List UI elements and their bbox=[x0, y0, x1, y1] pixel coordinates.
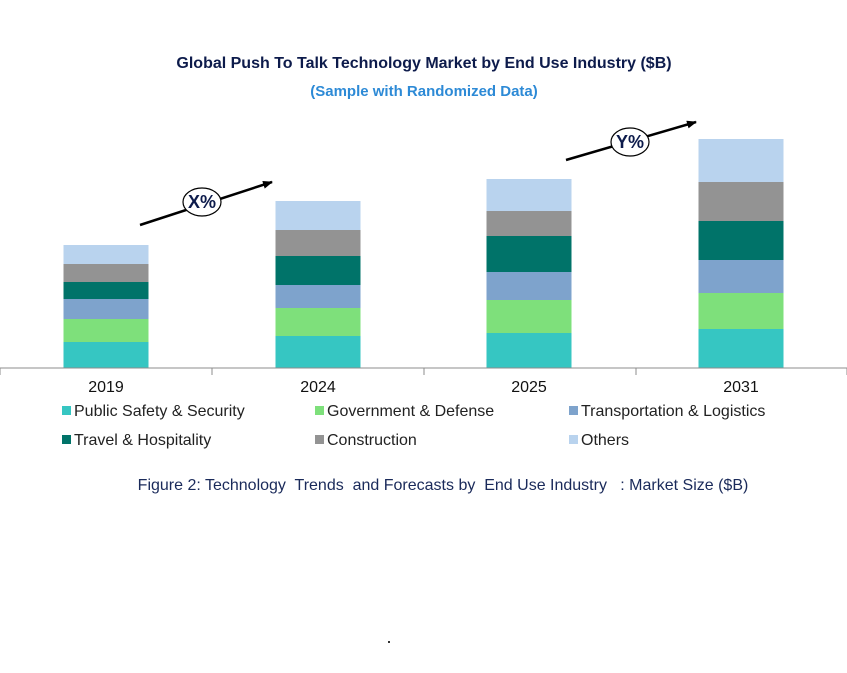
bar-2031-series-3 bbox=[698, 221, 784, 260]
bar-2025-series-1 bbox=[486, 300, 572, 333]
legend-label-0: Public Safety & Security bbox=[74, 403, 245, 420]
growth-label-0: X% bbox=[188, 192, 216, 212]
bar-2025-series-2 bbox=[486, 272, 572, 300]
legend-swatch-4 bbox=[315, 435, 324, 444]
bar-2024-series-2 bbox=[275, 285, 361, 308]
bar-2031-series-4 bbox=[698, 182, 784, 221]
legend-swatch-3 bbox=[62, 435, 71, 444]
bar-2031-series-0 bbox=[698, 329, 784, 368]
x-tick-label-2024: 2024 bbox=[300, 379, 336, 396]
growth-badge-0 bbox=[182, 187, 222, 217]
bar-2024-series-1 bbox=[275, 308, 361, 336]
legend-swatch-5 bbox=[569, 435, 578, 444]
bar-2019-series-1 bbox=[63, 319, 149, 342]
bar-2031-series-1 bbox=[698, 293, 784, 329]
bar-2025-series-3 bbox=[486, 236, 572, 272]
bar-2025-series-5 bbox=[486, 179, 572, 211]
bars-group bbox=[63, 139, 784, 368]
bar-2024-series-0 bbox=[275, 336, 361, 368]
growth-annotations: X% Y% bbox=[139, 120, 697, 227]
bar-2019-series-4 bbox=[63, 264, 149, 282]
legend-label-4: Construction bbox=[327, 432, 417, 449]
bar-2031-series-5 bbox=[698, 139, 784, 182]
x-tick-label-2019: 2019 bbox=[88, 379, 124, 396]
bar-2019-series-5 bbox=[63, 245, 149, 264]
figure-caption: Figure 2: Technology Trends and Forecast… bbox=[138, 477, 749, 494]
bar-2025-series-4 bbox=[486, 211, 572, 236]
legend-label-3: Travel & Hospitality bbox=[74, 432, 211, 449]
legend-swatch-0 bbox=[62, 406, 71, 415]
legend-label-2: Transportation & Logistics bbox=[581, 403, 765, 420]
bar-2019-series-2 bbox=[63, 299, 149, 319]
legend-swatch-2 bbox=[569, 406, 578, 415]
legend-label-1: Government & Defense bbox=[327, 403, 494, 420]
bar-2019-series-0 bbox=[63, 342, 149, 368]
bar-2025-series-0 bbox=[486, 333, 572, 368]
growth-label-1: Y% bbox=[616, 132, 644, 152]
chart-subtitle: (Sample with Randomized Data) bbox=[310, 83, 538, 100]
growth-badge-1 bbox=[610, 127, 650, 157]
x-ticks-group: 2019 2024 2025 2031 bbox=[0, 368, 847, 396]
x-tick-label-2025: 2025 bbox=[511, 379, 547, 396]
legend-swatch-1 bbox=[315, 406, 324, 415]
bar-2031-series-2 bbox=[698, 260, 784, 293]
bar-2024-series-5 bbox=[275, 201, 361, 230]
bar-2024-series-4 bbox=[275, 230, 361, 256]
bar-2019-series-3 bbox=[63, 282, 149, 299]
legend-label-5: Others bbox=[581, 432, 629, 449]
legend: Public Safety & Security Government & Def… bbox=[62, 403, 765, 449]
chart-title: Global Push To Talk Technology Market by… bbox=[176, 55, 671, 72]
x-tick-label-2031: 2031 bbox=[723, 379, 759, 396]
bar-2024-series-3 bbox=[275, 256, 361, 285]
stray-dot bbox=[388, 641, 390, 643]
